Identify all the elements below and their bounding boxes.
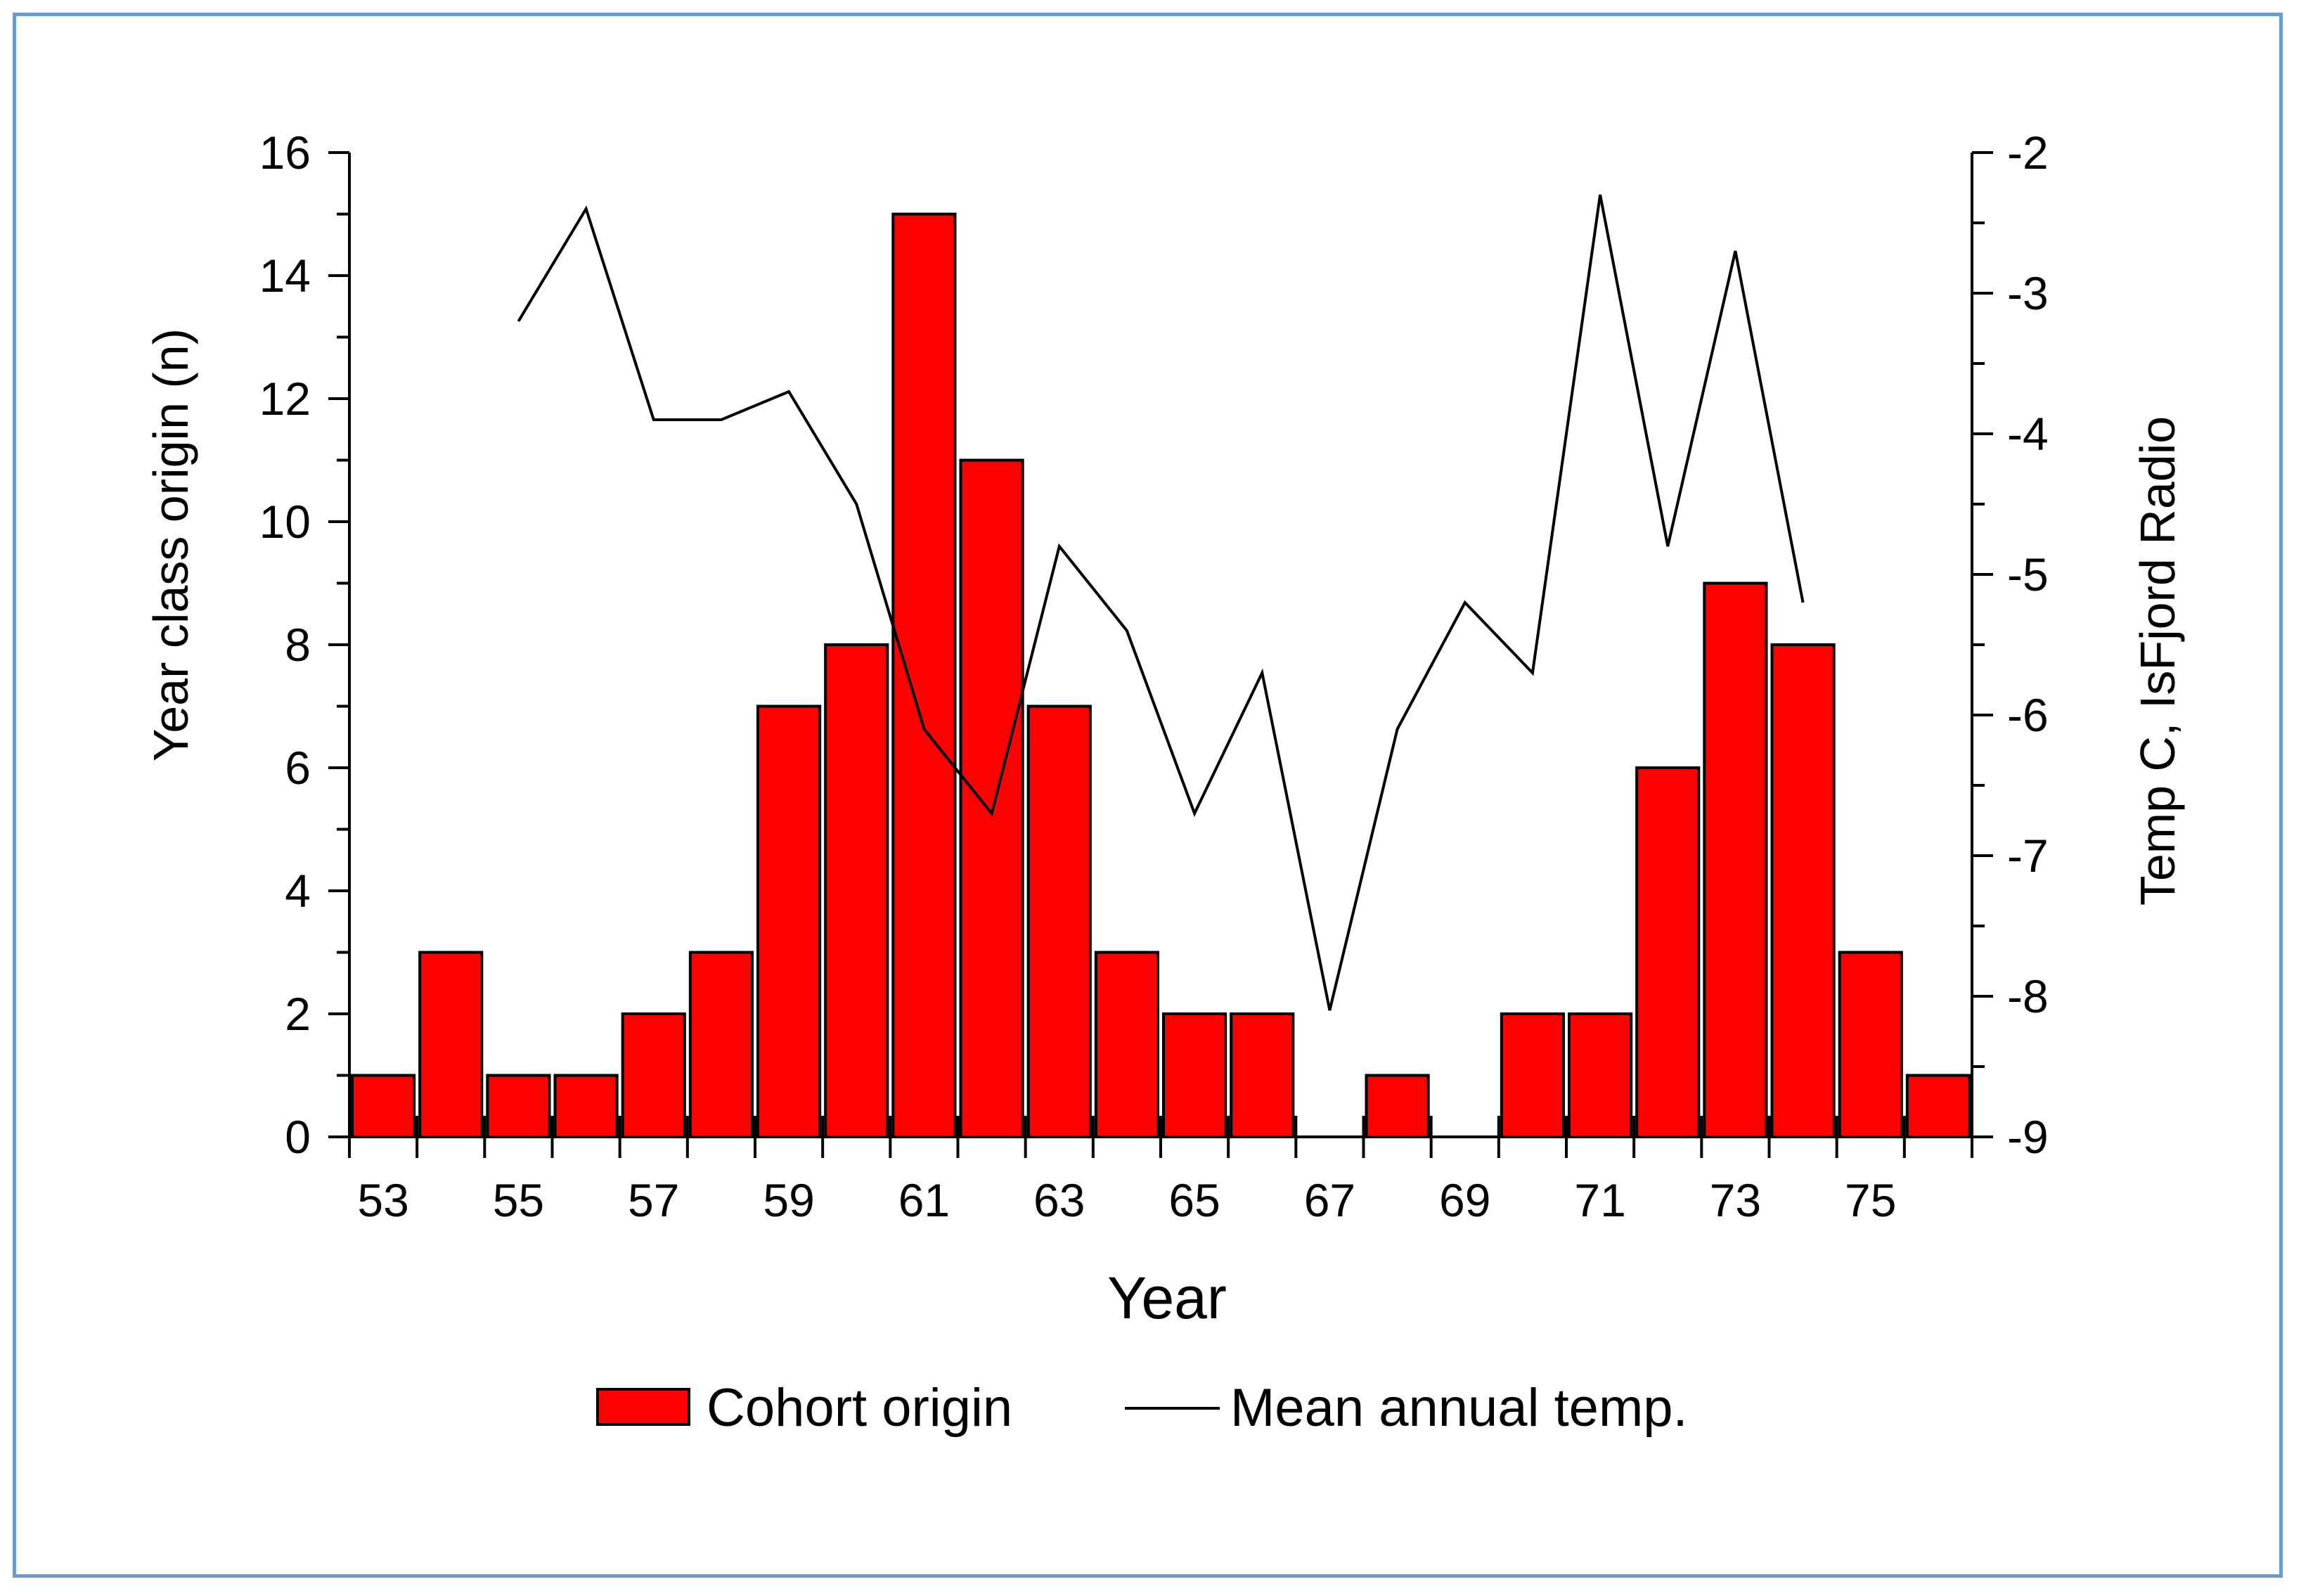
legend-swatch-cohort [596, 1388, 690, 1426]
ticks: 0 2 4 6 8 10 12 14 16 -9 -8 -7 -6 -5 -4 -3 -2 53 55 57 59 61 6… [259, 127, 2049, 1226]
y-right-tick-label: -4 [2007, 408, 2049, 460]
bar-73 [1703, 581, 1768, 1138]
y-right-tick-label: -8 [2007, 970, 2049, 1022]
y-right-tick-label: -3 [2007, 267, 2049, 319]
bar-63 [1026, 704, 1092, 1138]
y-left-tick-label: 16 [259, 127, 311, 179]
x-tick-label: 71 [1574, 1174, 1625, 1226]
x-tick-label: 61 [898, 1174, 950, 1226]
bar-53 [351, 1074, 416, 1138]
y-left-tick-label: 0 [285, 1111, 311, 1163]
bar-60 [824, 643, 889, 1138]
bar-75 [1838, 951, 1903, 1138]
bar-70 [1500, 1012, 1565, 1138]
x-tick-label: 73 [1710, 1174, 1761, 1226]
line-series [517, 194, 1805, 1011]
y-left-tick-label: 12 [259, 373, 311, 425]
bar-62 [959, 458, 1024, 1138]
y-right-tick-label: -9 [2007, 1111, 2049, 1163]
bar-58 [688, 951, 754, 1138]
bar-57 [621, 1012, 686, 1138]
y-left-tick-label: 8 [285, 619, 311, 671]
bar-59 [756, 704, 822, 1138]
bar-74 [1770, 643, 1836, 1138]
y-right-tick-label: -2 [2007, 127, 2049, 179]
bar-61 [891, 212, 957, 1138]
y-right-tick-label: -7 [2007, 830, 2049, 882]
legend-label-temp: Mean annual temp. [1230, 1378, 1688, 1438]
x-tick-label: 69 [1439, 1174, 1490, 1226]
bar-72 [1635, 766, 1701, 1138]
bar-66 [1230, 1012, 1295, 1138]
y-axis-right-title: Temp C, IsFjord Radio [2130, 416, 2185, 906]
bar-55 [486, 1074, 551, 1138]
chart-frame [13, 13, 2283, 1578]
bar-64 [1094, 951, 1160, 1138]
x-tick-label: 57 [628, 1174, 679, 1226]
bar-65 [1162, 1012, 1227, 1138]
x-tick-label: 63 [1033, 1174, 1085, 1226]
x-tick-label: 67 [1304, 1174, 1355, 1226]
y-axis-left-title: Year class origin (n) [143, 328, 198, 761]
x-tick-label: 53 [357, 1174, 408, 1226]
y-left-tick-label: 4 [285, 865, 311, 917]
y-left-tick-label: 2 [285, 988, 311, 1040]
x-tick-label: 65 [1168, 1174, 1220, 1226]
y-right-tick-label: -6 [2007, 689, 2049, 741]
x-tick-label: 59 [763, 1174, 814, 1226]
x-axis-title: Year [1107, 1265, 1227, 1331]
y-right-tick-label: -5 [2007, 548, 2049, 600]
y-left-tick-label: 6 [285, 742, 311, 794]
y-left-tick-label: 14 [259, 250, 311, 302]
x-tick-label: 55 [493, 1174, 544, 1226]
bar-series [351, 212, 1971, 1138]
y-left-tick-label: 10 [259, 496, 311, 548]
bar-56 [553, 1074, 619, 1138]
legend: Cohort origin Mean annual temp. [596, 1378, 1688, 1438]
bar-68 [1365, 1074, 1430, 1138]
legend-label-cohort: Cohort origin [707, 1378, 1012, 1438]
x-tick-label: 75 [1845, 1174, 1896, 1226]
bar-54 [418, 951, 484, 1138]
temp-line [517, 194, 1805, 1011]
bar-71 [1568, 1012, 1633, 1138]
bar-76 [1905, 1074, 1971, 1138]
